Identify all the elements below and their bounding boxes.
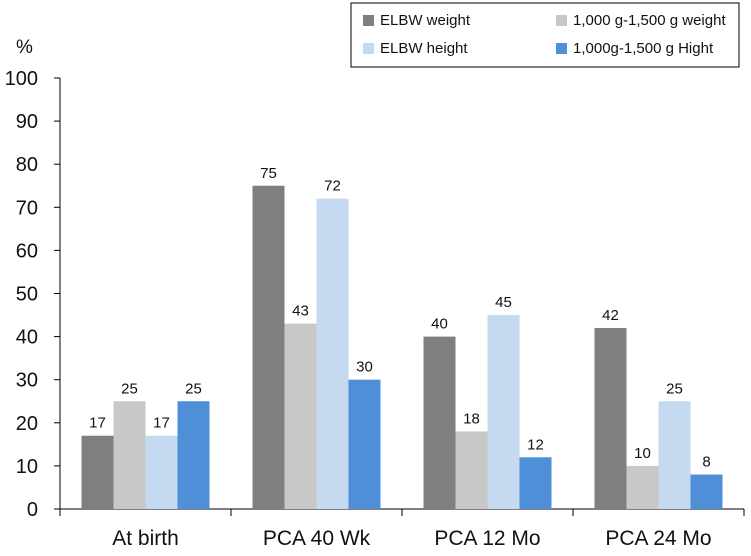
data-label: 18 [463, 410, 480, 427]
legend-swatch [556, 15, 567, 26]
y-tick-label: 30 [16, 370, 38, 392]
data-label: 12 [527, 436, 544, 453]
data-label: 10 [634, 445, 651, 462]
bar [594, 327, 627, 509]
bar [252, 185, 285, 509]
data-label: 17 [153, 415, 170, 432]
data-label: 25 [666, 380, 683, 397]
bar [423, 336, 456, 509]
bar [284, 323, 317, 509]
legend-swatch [556, 43, 567, 54]
data-label: 43 [292, 303, 309, 320]
data-label: 8 [702, 454, 710, 471]
data-label: 17 [89, 415, 106, 432]
bar [348, 379, 381, 509]
legend: ELBW weight 1,000 g-1,500 g weight ELBW he… [350, 2, 740, 68]
bar [487, 315, 520, 509]
y-axis-unit-label: % [16, 37, 33, 58]
data-label: 25 [121, 380, 138, 397]
bar [690, 474, 723, 509]
x-category-label: PCA 40 Wk [263, 527, 371, 550]
legend-label: 1,000g-1,500 g Hight [573, 40, 714, 57]
data-label: 40 [431, 316, 448, 333]
legend-label: 1,000 g-1,500 g weight [573, 12, 726, 29]
data-label: 42 [602, 307, 619, 324]
legend-swatch [363, 15, 374, 26]
bar [519, 457, 552, 509]
data-label: 72 [324, 178, 341, 195]
data-label: 25 [185, 380, 202, 397]
bar [81, 435, 114, 509]
bar [455, 431, 488, 509]
y-tick-label: 20 [16, 413, 38, 435]
bar [113, 401, 146, 509]
x-category-label: At birth [112, 527, 179, 550]
bar [626, 465, 659, 509]
legend-label: ELBW height [380, 40, 468, 57]
y-tick-label: 0 [27, 499, 38, 521]
bar [658, 401, 691, 509]
data-label: 30 [356, 359, 373, 376]
y-tick-label: 70 [16, 197, 38, 219]
bar [177, 401, 210, 509]
y-tick-label: 50 [16, 284, 38, 306]
bar [145, 435, 178, 509]
y-tick-label: 90 [16, 111, 38, 133]
data-label: 75 [260, 165, 277, 182]
legend-box [350, 2, 740, 68]
bar [316, 198, 349, 509]
y-tick-label: 10 [16, 456, 38, 478]
y-tick-label: 80 [16, 154, 38, 176]
bars [81, 185, 723, 509]
y-tick-label: 40 [16, 327, 38, 349]
x-category-label: PCA 12 Mo [434, 527, 540, 550]
legend-swatch [363, 43, 374, 54]
legend-label: ELBW weight [380, 12, 471, 29]
data-labels: 17 25 17 25 75 43 72 30 40 18 45 12 42 10 25 8 [89, 165, 711, 471]
data-label: 45 [495, 294, 512, 311]
y-tick-label: 60 [16, 240, 38, 262]
axes: 0 10 20 30 40 50 60 70 80 90 100 At birth PCA 40 Wk P… [5, 68, 745, 550]
y-tick-label: 100 [5, 68, 38, 90]
x-category-label: PCA 24 Mo [605, 527, 711, 550]
